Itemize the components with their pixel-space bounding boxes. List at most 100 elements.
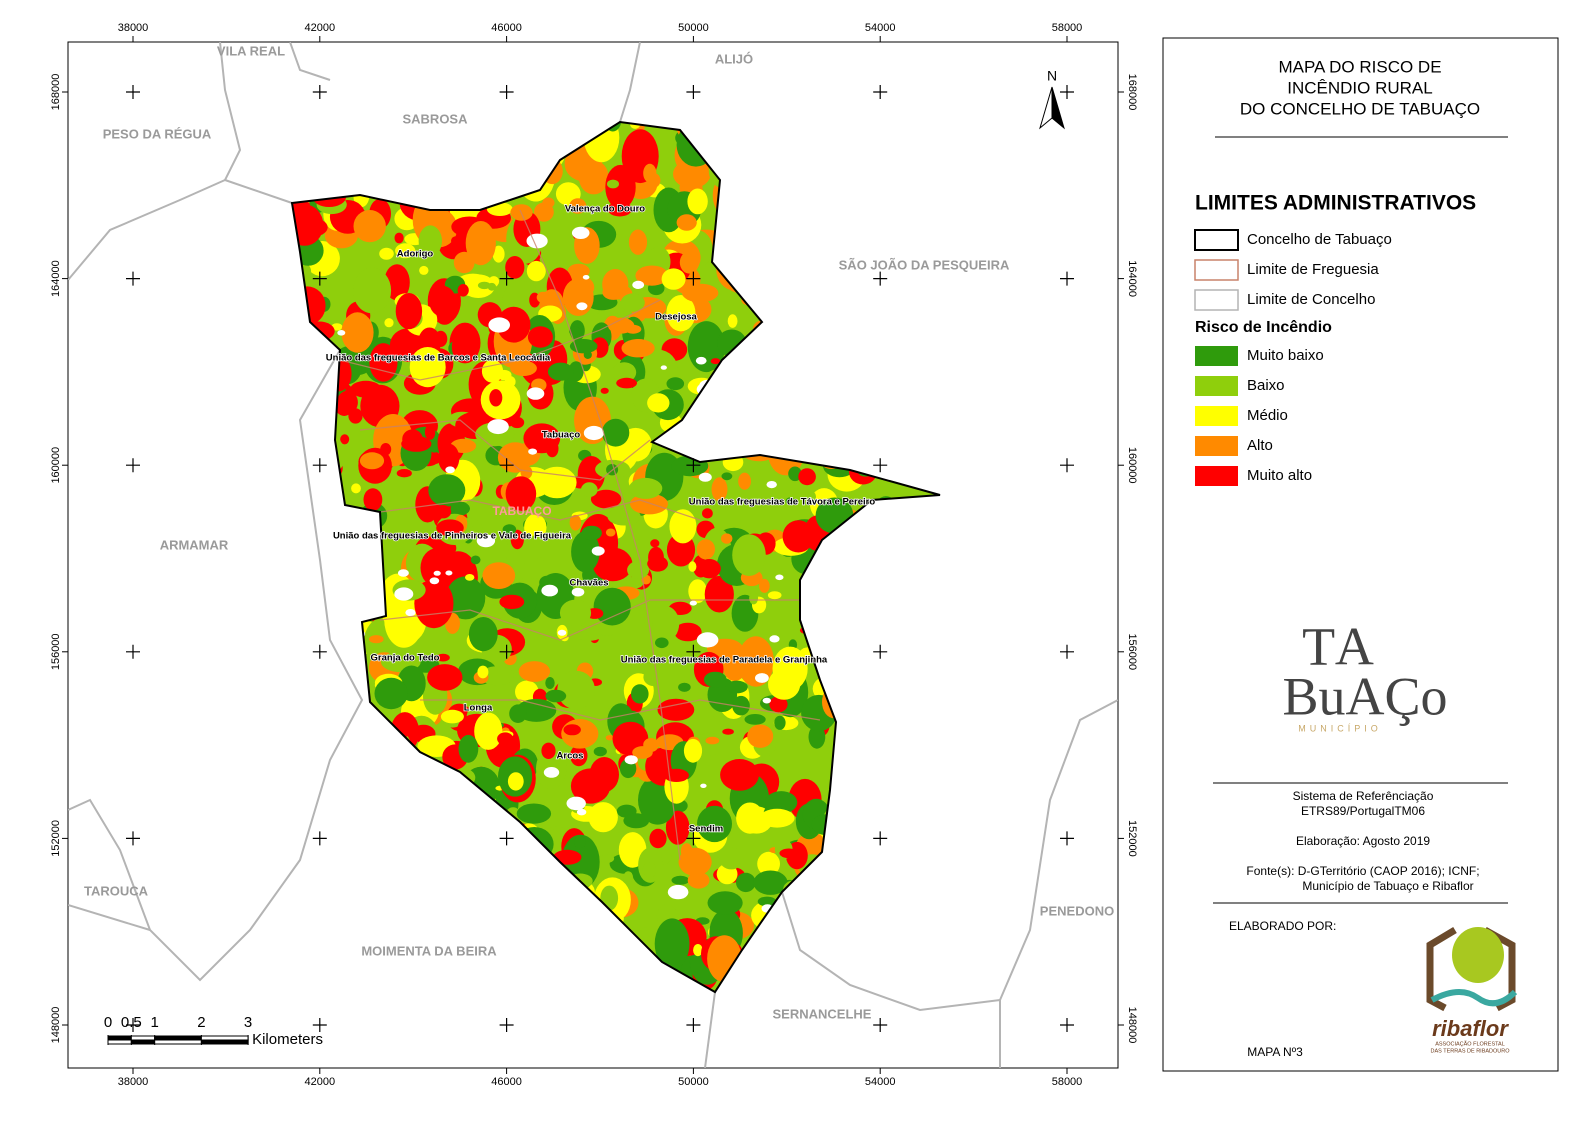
risk-patch (590, 489, 622, 509)
risk-patch (545, 677, 555, 689)
made-by-label: ELABORADO POR: (1229, 919, 1336, 933)
neighbor-label: SERNANCELHE (773, 1006, 872, 1021)
risk-patch (666, 377, 685, 391)
risk-patch (557, 670, 595, 710)
y-tick-label: 152000 (50, 820, 62, 857)
risk-patch (380, 443, 392, 456)
risk-patch (753, 870, 788, 895)
scale-segment (130, 1035, 156, 1041)
unclassified-patch (591, 546, 605, 556)
risk-patch (798, 468, 816, 486)
grid-cross (499, 271, 514, 286)
boundary (68, 349, 364, 982)
risk-patch (395, 293, 423, 330)
risk-patch (710, 358, 721, 365)
risk-patch (510, 529, 524, 550)
risk-patch (436, 519, 464, 537)
y-tick-label: 156000 (1126, 633, 1138, 670)
parish-boundary (379, 499, 701, 521)
risk-patch (643, 163, 657, 183)
risk-patch (542, 197, 555, 209)
risk-patch (509, 704, 527, 723)
risk-patch (568, 361, 584, 382)
risk-patch (650, 539, 660, 548)
risk-patch (782, 520, 815, 553)
risk-patch (505, 476, 537, 512)
risk-patch (721, 472, 733, 481)
logo-shape (1426, 926, 1457, 1012)
parish-boundaries (339, 209, 821, 861)
risk-patch (427, 664, 463, 691)
risk-patch (451, 330, 476, 363)
unclassified-patch (543, 767, 560, 778)
unclassified-patch (405, 609, 416, 617)
risk-patch (569, 198, 587, 214)
north-arrow: N (1039, 68, 1065, 130)
parish-label: Granja do Tedo (371, 653, 440, 664)
risk-patch (638, 927, 653, 938)
risk-patch (384, 318, 394, 328)
grid-cross (126, 85, 140, 99)
parish-boundary (420, 699, 821, 721)
grid-cross (873, 458, 888, 473)
ribaflor-logo: ribaflor ASSOCIAÇÃO FLORESTAL DAS TERRAS… (1426, 926, 1518, 1054)
x-tick-label: 38000 (118, 22, 149, 34)
risk-patch (719, 847, 744, 870)
risk-patch (429, 285, 456, 317)
sources-text: Município de Tabuaço e Ribaflor (1302, 879, 1473, 893)
grid-cross (873, 1018, 888, 1032)
legend-heading: Risco de Incêndio (1195, 319, 1332, 336)
boundary (219, 42, 293, 204)
parish-labels: Valença do Douro Adorigo Desejosa União … (325, 203, 876, 836)
risk-patch (436, 653, 450, 662)
neighbor-label: ARMAMAR (160, 537, 229, 552)
logo-name: ribaflor (1432, 1016, 1509, 1041)
risk-patch (757, 896, 777, 907)
scale-segment (107, 1035, 132, 1041)
grid-cross (499, 831, 514, 846)
reference-text: Sistema de Referênciação (1293, 789, 1434, 803)
risk-patch (663, 768, 690, 783)
scale-unit: Kilometers (252, 1031, 323, 1048)
risk-patch (570, 768, 611, 804)
grid-cross (686, 85, 701, 99)
risk-patch (526, 260, 546, 282)
grid-cross (126, 831, 140, 846)
sources-text: Fonte(s): D-GTerritório (CAOP 2016); ICN… (1246, 864, 1479, 878)
risk-patch (458, 734, 479, 763)
x-tick-label: 46000 (491, 1076, 522, 1088)
risk-patch (688, 579, 707, 604)
logo-text: BuAÇo (1282, 666, 1447, 726)
risk-patch (465, 221, 496, 266)
grid-cross (873, 271, 888, 286)
unclassified-patch (632, 280, 645, 289)
risk-patch (623, 813, 650, 829)
logo-tree (1452, 927, 1504, 983)
coordinate-grid: 38000 38000 42000 42000 46000 46000 50000 50000… (50, 22, 1138, 1088)
risk-patch (428, 474, 466, 507)
risk-patch (581, 525, 602, 541)
risk-patch (524, 552, 545, 579)
risk-patch (627, 561, 650, 579)
risk-patch (628, 477, 663, 499)
risk-patch (520, 465, 533, 479)
risk-patch (510, 360, 537, 376)
risk-patch (624, 324, 642, 334)
neighbor-labels: VILA REAL ALIJÓ PESO DA RÉGUA SABROSA SÃ… (84, 43, 1114, 1021)
risk-patch (359, 452, 385, 470)
grid-cross (126, 644, 140, 659)
risk-patch (744, 714, 766, 725)
logo-sub: MUNICÍPIO (1298, 723, 1382, 733)
unclassified-patch (566, 796, 586, 811)
risk-patch (707, 891, 743, 915)
logo-text: TA (1302, 616, 1378, 676)
grid-cross (1060, 458, 1074, 473)
x-tick-label: 42000 (305, 1076, 336, 1088)
risk-patch (477, 665, 489, 679)
risk-patch (711, 477, 728, 502)
scale-segment (154, 1035, 202, 1041)
risk-patch (369, 635, 384, 644)
boundary (781, 891, 1001, 1068)
